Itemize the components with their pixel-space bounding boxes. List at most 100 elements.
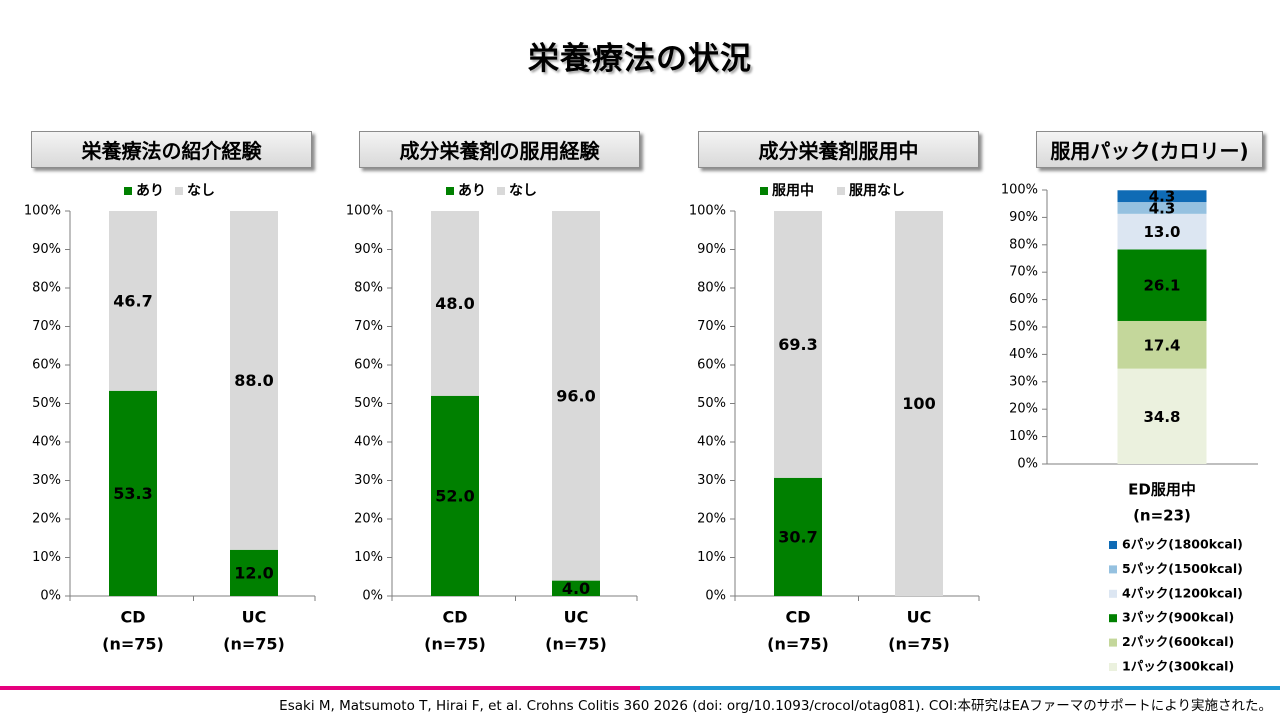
- x-category-label: CD: [785, 608, 810, 627]
- legend-label: なし: [509, 183, 537, 199]
- y-tick-label: 30%: [1009, 374, 1038, 389]
- data-label: 100: [902, 394, 935, 413]
- y-tick-label: 100%: [1001, 183, 1038, 198]
- legend-label: 1パック(300kcal): [1122, 659, 1234, 674]
- y-tick-label: 60%: [697, 358, 726, 373]
- data-label: 46.7: [113, 291, 152, 310]
- data-label: 4.3: [1149, 199, 1176, 217]
- y-tick-label: 80%: [697, 281, 726, 296]
- y-tick-label: 90%: [697, 242, 726, 257]
- legend-swatch: [1109, 614, 1117, 623]
- legend-swatch: [446, 187, 454, 195]
- data-label: 69.3: [778, 335, 817, 354]
- legend-swatch: [1109, 565, 1117, 574]
- citation-footer: Esaki M, Matsumoto T, Hirai F, et al. Cr…: [279, 698, 1272, 714]
- page-title: 栄養療法の状況: [528, 41, 752, 77]
- bar-segment-cd-s1: [774, 211, 822, 478]
- x-category-n-label: (n=75): [888, 635, 950, 654]
- data-label: 88.0: [234, 371, 273, 390]
- y-tick-label: 100%: [24, 204, 61, 219]
- legend-label: 3パック(900kcal): [1122, 610, 1234, 625]
- chart-3: 0% 10% 20% 30% 40% 50% 60% 70% 80% 90% 100% 34.8 17.…: [1001, 183, 1258, 674]
- legend-swatch: [837, 187, 845, 195]
- chart-2: 0% 10% 20% 30% 40% 50% 60% 70% 80% 90% 100% 30.7 69.…: [689, 182, 980, 654]
- legend-label: 服用中: [772, 182, 814, 199]
- bar-segment-ed-s1: [1117, 320, 1207, 369]
- legend-label: 5パック(1500kcal): [1122, 561, 1243, 576]
- data-label: 53.3: [113, 484, 152, 503]
- legend-label: あり: [458, 183, 486, 199]
- y-tick-label: 50%: [354, 396, 383, 411]
- legend-label: 服用なし: [849, 183, 905, 199]
- panel-title-ed-experience: 成分栄養剤の服用経験: [359, 131, 640, 168]
- x-category-n-label: (n=75): [223, 635, 285, 654]
- y-tick-label: 80%: [354, 281, 383, 296]
- bar-segment-uc-s0: [230, 549, 278, 596]
- legend-label: あり: [136, 183, 164, 199]
- y-tick-label: 40%: [1009, 347, 1038, 362]
- bar-segment-cd-s1: [431, 211, 479, 396]
- legend-label: 4パック(1200kcal): [1122, 585, 1243, 600]
- data-label: 17.4: [1143, 336, 1180, 354]
- data-label: 12.0: [234, 563, 273, 582]
- legend-swatch: [497, 187, 505, 195]
- bar-segment-ed-s3: [1117, 213, 1207, 250]
- legend-swatch: [1109, 589, 1117, 598]
- data-label: 52.0: [435, 486, 474, 505]
- x-category-label: ED服用中: [1128, 481, 1196, 499]
- y-tick-label: 60%: [1009, 292, 1038, 307]
- legend-label: なし: [187, 183, 215, 199]
- x-category-n-label: (n=75): [767, 635, 829, 654]
- y-tick-label: 0%: [40, 589, 61, 604]
- data-label: 4.0: [562, 579, 590, 598]
- legend-swatch: [760, 187, 768, 195]
- x-category-label: UC: [242, 608, 267, 627]
- data-label: 13.0: [1143, 223, 1180, 241]
- data-label: 34.8: [1143, 408, 1180, 426]
- y-tick-label: 70%: [354, 319, 383, 334]
- y-tick-label: 90%: [32, 242, 61, 257]
- y-tick-label: 20%: [697, 512, 726, 527]
- y-tick-label: 60%: [32, 358, 61, 373]
- y-tick-label: 20%: [32, 512, 61, 527]
- y-tick-label: 10%: [1009, 429, 1038, 444]
- y-tick-label: 0%: [705, 589, 726, 604]
- y-tick-label: 90%: [354, 242, 383, 257]
- data-label: 4.3: [1149, 188, 1176, 206]
- bar-segment-uc-s1: [230, 211, 278, 550]
- y-tick-label: 20%: [354, 512, 383, 527]
- y-tick-label: 10%: [32, 550, 61, 565]
- y-tick-label: 100%: [346, 204, 383, 219]
- footer-accent-pink: [0, 686, 640, 690]
- chart-0: 0% 10% 20% 30% 40% 50% 60% 70% 80% 90% 100% 53.3 46.…: [24, 183, 316, 654]
- x-category-label: CD: [442, 608, 467, 627]
- x-category-n-label: (n=75): [102, 635, 164, 654]
- y-tick-label: 10%: [697, 550, 726, 565]
- bar-segment-uc-s1: [552, 211, 600, 581]
- x-category-n-label: (n=23): [1133, 507, 1191, 525]
- bar-segment-ed-s0: [1117, 368, 1207, 464]
- bar-segment-ed-s4: [1117, 202, 1207, 214]
- panel-title-ed-current: 成分栄養剤服用中: [698, 131, 979, 168]
- y-tick-label: 60%: [354, 358, 383, 373]
- data-label: 26.1: [1143, 277, 1180, 295]
- y-tick-label: 80%: [1009, 237, 1038, 252]
- y-tick-label: 100%: [689, 204, 726, 219]
- bar-segment-cd-s1: [109, 211, 157, 391]
- y-tick-label: 0%: [362, 589, 383, 604]
- y-tick-label: 30%: [354, 473, 383, 488]
- bar-segment-cd-s0: [109, 390, 157, 596]
- bar-segment-uc-s1: [895, 211, 943, 596]
- x-category-n-label: (n=75): [545, 635, 607, 654]
- chart-1: 0% 10% 20% 30% 40% 50% 60% 70% 80% 90% 100% 52.0 48.…: [346, 183, 638, 654]
- y-tick-label: 50%: [32, 396, 61, 411]
- charts-canvas: 0% 10% 20% 30% 40% 50% 60% 70% 80% 90% 100% 53.3 46.…: [24, 182, 1258, 674]
- data-label: 30.7: [778, 527, 817, 546]
- x-category-n-label: (n=75): [424, 635, 486, 654]
- y-tick-label: 30%: [32, 473, 61, 488]
- bar-segment-ed-s5: [1117, 190, 1207, 203]
- bar-segment-uc-s0: [552, 580, 600, 596]
- legend-swatch: [1109, 638, 1117, 647]
- legend-swatch: [124, 187, 132, 195]
- y-tick-label: 80%: [32, 281, 61, 296]
